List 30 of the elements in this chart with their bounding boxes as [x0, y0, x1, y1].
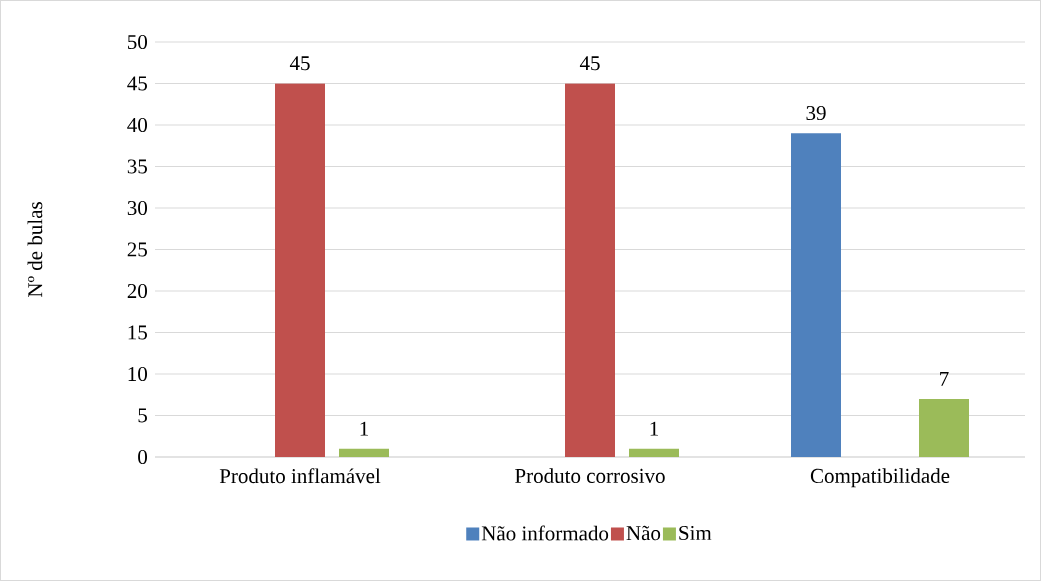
x-tick-label: Produto corrosivo: [515, 468, 665, 483]
y-tick-label: 10: [128, 366, 148, 382]
x-tick-label: Produto inflamável: [219, 468, 381, 484]
bar: [629, 448, 680, 457]
y-axis-title: Nº de bulas: [27, 202, 43, 298]
y-tick-label: 40: [127, 117, 148, 133]
y-tick-label: 45: [127, 76, 147, 91]
legend-label: Sim: [679, 525, 712, 541]
data-label: 45: [579, 56, 600, 71]
bar: [275, 83, 325, 457]
legend-label: Não informado: [481, 525, 609, 541]
y-tick-label: 5: [138, 408, 147, 423]
data-label: 1: [650, 421, 658, 436]
y-tick-label: 50: [128, 34, 148, 50]
bar: [565, 83, 616, 457]
data-label: 45: [289, 56, 310, 71]
y-tick-label: 25: [127, 242, 147, 257]
x-tick-label: Compatibilidade: [810, 468, 950, 488]
bar: [339, 448, 389, 457]
y-tick-label: 0: [138, 449, 148, 465]
bar: [791, 133, 842, 457]
y-tick-label: 15: [128, 325, 147, 340]
data-label: 7: [940, 371, 949, 386]
legend-label: Não: [626, 525, 661, 541]
y-tick-label: 30: [127, 200, 148, 216]
y-tick-label: 35: [127, 159, 147, 174]
data-label: 1: [360, 421, 368, 436]
y-tick-label: 20: [127, 283, 148, 299]
bar: [919, 398, 970, 457]
data-label: 39: [806, 105, 826, 121]
